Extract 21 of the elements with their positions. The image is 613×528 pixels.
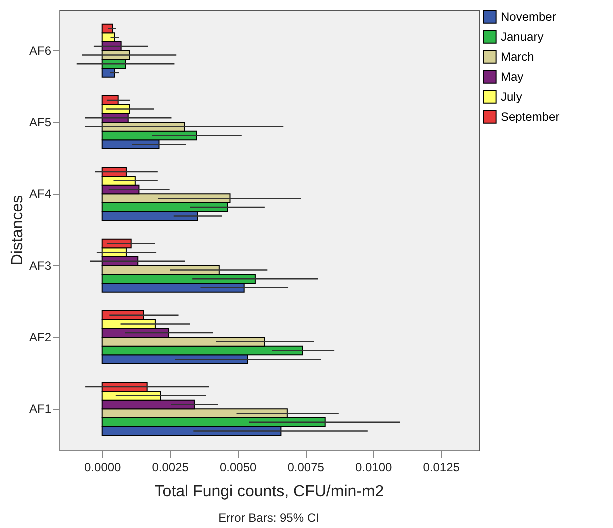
legend-label: March [501, 50, 534, 64]
legend-label: January [501, 30, 544, 44]
x-tick-label: 0.0100 [355, 460, 392, 474]
y-tick-label: AF4 [29, 187, 52, 202]
y-tick-label: AF3 [29, 258, 52, 273]
x-axis-title: Total Fungi counts, CFU/min-m2 [154, 484, 384, 500]
text: Error Bars: 95% CI [218, 511, 320, 525]
y-tick-label: AF6 [29, 44, 52, 58]
legend-label: September [501, 110, 560, 124]
legend-label: July [501, 90, 522, 104]
y-tick-label: AF1 [29, 402, 52, 416]
y-axis-title: Distances [9, 195, 26, 266]
x-tick-label: 0.0125 [423, 460, 460, 474]
legend-label: May [501, 70, 524, 84]
x-tick-label: 0.0050 [220, 460, 258, 474]
legend-label: November [501, 10, 556, 24]
x-tick-label: 0.0075 [288, 460, 325, 474]
x-tick-label: 0.0025 [152, 460, 190, 474]
y-tick-label: AF5 [29, 116, 52, 130]
y-tick-label: AF2 [29, 330, 52, 344]
x-tick-label: 0.0000 [84, 460, 122, 474]
